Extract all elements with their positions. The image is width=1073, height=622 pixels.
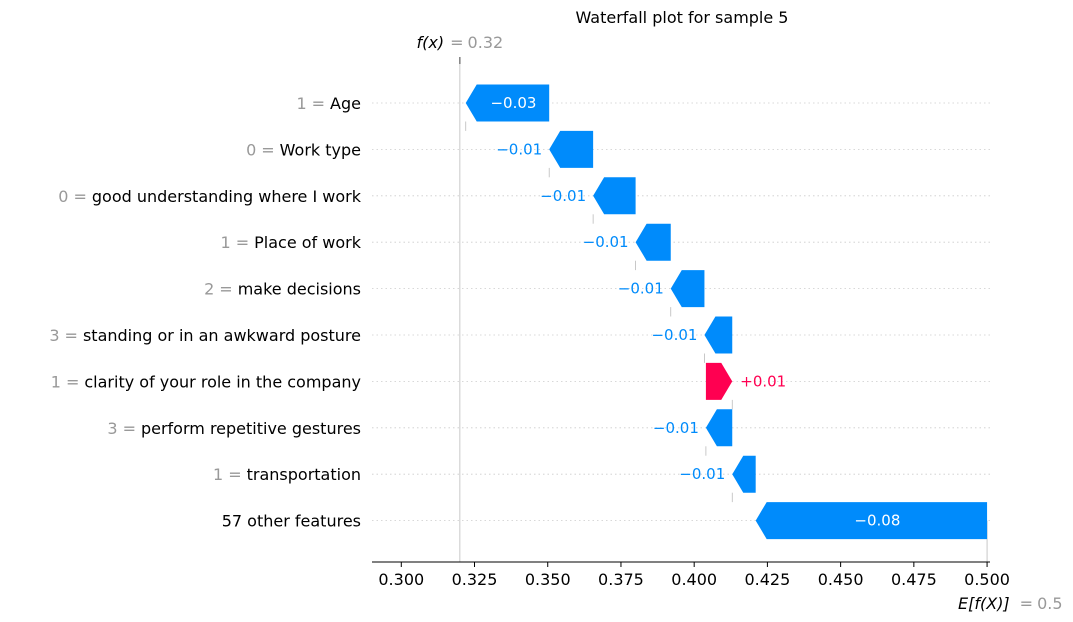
feature-value: 3 (49, 326, 59, 345)
x-tick-label: 0.475 (891, 570, 937, 589)
x-tick-label: 0.400 (671, 570, 717, 589)
chart-title: Waterfall plot for sample 5 (576, 8, 789, 27)
feature-value: 3 (107, 419, 117, 438)
bar-value-label: +0.01 (740, 372, 786, 390)
feature-value: 1 (221, 233, 231, 252)
bar-value-label: −0.01 (679, 465, 725, 483)
ex-eq: = (1020, 594, 1033, 613)
feature-name: make decisions (238, 280, 361, 299)
feature-labels: −0.03 1 = Age −0.01 0 = Work type −0.01 0 = good un… (49, 94, 900, 531)
feature-name: clarity of your role in the company (84, 372, 361, 391)
bar-value-label: −0.01 (540, 187, 586, 205)
feature-name: transportation (247, 465, 361, 484)
feature-label: 3 = standing or in an awkward posture (49, 326, 361, 345)
feature-value: 0 (58, 187, 68, 206)
feature-eq: = (66, 372, 79, 391)
bar-3 (635, 223, 671, 261)
feature-label: 1 = Age (296, 94, 361, 113)
bar-value-label: −0.01 (651, 326, 697, 344)
feature-eq: = (312, 94, 325, 113)
bar-value-label: −0.01 (583, 233, 629, 251)
reference-lines (459, 57, 988, 562)
feature-eq: = (261, 140, 274, 159)
x-tick-label: 0.500 (964, 570, 1010, 589)
bar-8 (732, 455, 756, 493)
feature-eq: = (228, 465, 241, 484)
x-tick-label: 0.450 (818, 570, 864, 589)
ex-label-name: E[f(X)] (958, 594, 1010, 613)
feature-eq: = (123, 419, 136, 438)
x-tick-label: 0.375 (598, 570, 644, 589)
feature-eq: = (219, 280, 232, 299)
fx-value: 0.32 (468, 33, 504, 52)
feature-name: good understanding where I work (92, 187, 362, 206)
feature-name: 57 other features (222, 512, 361, 531)
ex-annotation: E[f(X)] = 0.5 (958, 594, 1063, 613)
bar-connectors (465, 121, 733, 503)
feature-value: 0 (246, 140, 256, 159)
feature-label: 57 other features (222, 512, 361, 531)
bar-value-label: −0.01 (496, 140, 542, 158)
row-gridlines (372, 102, 990, 521)
bars (465, 84, 988, 540)
bar-9 (755, 502, 988, 540)
fx-annotation: f(x) = 0.32 (417, 33, 504, 52)
ex-label: E[f(X)] = 0.5 (958, 594, 1063, 613)
fx-label: f(x) = 0.32 (417, 33, 504, 52)
feature-value: 1 (51, 372, 61, 391)
feature-eq: = (236, 233, 249, 252)
bar-value-label: −0.01 (618, 280, 664, 298)
feature-label: 1 = clarity of your role in the company (51, 372, 361, 391)
ex-value: 0.5 (1037, 594, 1062, 613)
feature-label: 1 = transportation (213, 465, 361, 484)
fx-eq: = (450, 33, 463, 52)
bar-value-label: −0.01 (653, 419, 699, 437)
fx-label-name: f(x) (417, 33, 445, 52)
bar-7 (705, 409, 733, 447)
feature-eq: = (65, 326, 78, 345)
bar-2 (593, 177, 636, 215)
x-tick-label: 0.425 (744, 570, 790, 589)
feature-label: 2 = make decisions (204, 280, 361, 299)
x-tick-label: 0.325 (452, 570, 498, 589)
feature-label: 3 = perform repetitive gestures (107, 419, 361, 438)
x-axis: 0.300 0.325 0.350 0.375 0.400 0.425 0.450 0.475… (372, 561, 1010, 589)
bar-value-label: −0.08 (854, 512, 900, 530)
feature-name: Age (330, 94, 361, 113)
bar-1 (549, 130, 594, 168)
feature-label: 0 = good understanding where I work (58, 187, 361, 206)
x-tick-label: 0.350 (525, 570, 571, 589)
feature-name: Place of work (254, 233, 362, 252)
x-tick-label: 0.300 (378, 570, 424, 589)
bar-4 (670, 270, 705, 308)
bar-6 (705, 362, 733, 400)
feature-value: 1 (296, 94, 306, 113)
bar-5 (704, 316, 733, 354)
bar-value-label: −0.03 (490, 94, 536, 112)
feature-label: 1 = Place of work (221, 233, 362, 252)
feature-eq: = (73, 187, 86, 206)
bar-0 (465, 84, 550, 122)
feature-value: 1 (213, 465, 223, 484)
feature-name: standing or in an awkward posture (83, 326, 361, 345)
feature-name: Work type (280, 140, 361, 159)
feature-name: perform repetitive gestures (141, 419, 361, 438)
feature-label: 0 = Work type (246, 140, 361, 159)
feature-value: 2 (204, 280, 214, 299)
